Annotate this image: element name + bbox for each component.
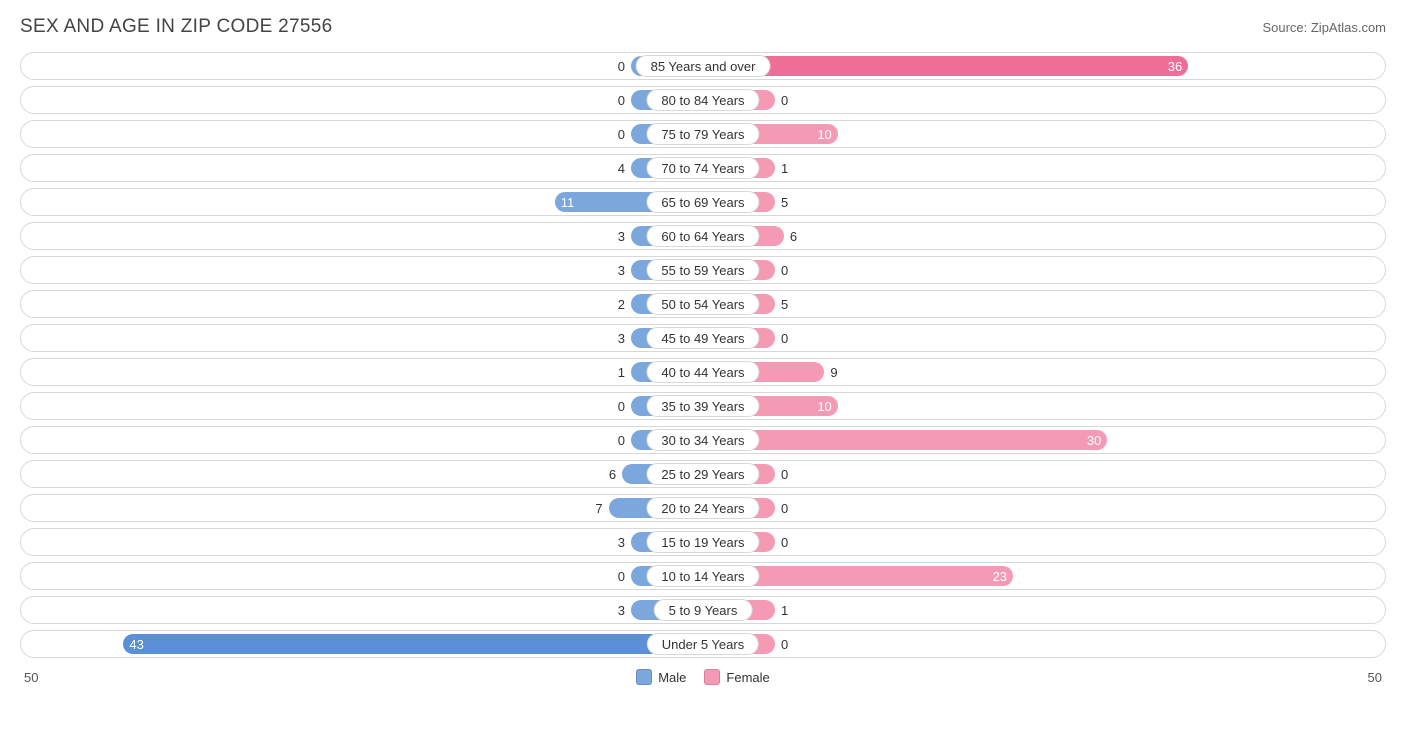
age-group-label: 85 Years and over xyxy=(636,55,771,77)
male-value: 2 xyxy=(618,297,631,312)
age-group-label: 20 to 24 Years xyxy=(646,497,759,519)
female-value: 23 xyxy=(987,569,1013,584)
female-value: 5 xyxy=(775,297,788,312)
pyramid-row: 3 0 55 to 59 Years xyxy=(20,256,1386,284)
age-group-label: 70 to 74 Years xyxy=(646,157,759,179)
female-bar: 30 xyxy=(703,430,1107,450)
age-group-label: 55 to 59 Years xyxy=(646,259,759,281)
chart-title: SEX AND AGE IN ZIP CODE 27556 xyxy=(20,16,332,38)
male-value: 6 xyxy=(609,467,622,482)
pyramid-row: 3 1 5 to 9 Years xyxy=(20,596,1386,624)
male-value: 0 xyxy=(618,93,631,108)
pyramid-row: 7 0 20 to 24 Years xyxy=(20,494,1386,522)
legend: Male Female xyxy=(636,669,770,685)
pyramid-row: 0 0 80 to 84 Years xyxy=(20,86,1386,114)
female-value: 0 xyxy=(775,263,788,278)
age-group-label: 10 to 14 Years xyxy=(646,565,759,587)
female-value: 9 xyxy=(824,365,837,380)
age-group-label: 40 to 44 Years xyxy=(646,361,759,383)
pyramid-row: 2 5 50 to 54 Years xyxy=(20,290,1386,318)
pyramid-row: 43 0 Under 5 Years xyxy=(20,630,1386,658)
female-value: 1 xyxy=(775,161,788,176)
age-group-label: 45 to 49 Years xyxy=(646,327,759,349)
male-value: 0 xyxy=(618,59,631,74)
chart-header: SEX AND AGE IN ZIP CODE 27556 Source: Zi… xyxy=(20,16,1386,38)
chart-footer: 50 Male Female 50 xyxy=(20,666,1386,688)
pyramid-row: 0 10 35 to 39 Years xyxy=(20,392,1386,420)
male-value: 3 xyxy=(618,535,631,550)
age-group-label: 65 to 69 Years xyxy=(646,191,759,213)
female-value: 30 xyxy=(1081,433,1107,448)
pyramid-row: 3 6 60 to 64 Years xyxy=(20,222,1386,250)
chart-source: Source: ZipAtlas.com xyxy=(1262,20,1386,35)
male-value: 0 xyxy=(618,127,631,142)
pyramid-row: 3 0 45 to 49 Years xyxy=(20,324,1386,352)
age-group-label: 50 to 54 Years xyxy=(646,293,759,315)
female-value: 0 xyxy=(775,331,788,346)
female-value: 0 xyxy=(775,637,788,652)
legend-item-male: Male xyxy=(636,669,686,685)
legend-swatch-male xyxy=(636,669,652,685)
male-value: 0 xyxy=(618,433,631,448)
pyramid-row: 0 23 10 to 14 Years xyxy=(20,562,1386,590)
pyramid-row: 0 10 75 to 79 Years xyxy=(20,120,1386,148)
age-group-label: 15 to 19 Years xyxy=(646,531,759,553)
axis-label-left: 50 xyxy=(24,670,38,685)
axis-label-right: 50 xyxy=(1368,670,1382,685)
male-value: 0 xyxy=(618,569,631,584)
male-bar: 43 xyxy=(123,634,703,654)
female-value: 0 xyxy=(775,93,788,108)
legend-item-female: Female xyxy=(704,669,769,685)
male-value: 43 xyxy=(123,637,149,652)
male-value: 3 xyxy=(618,229,631,244)
male-value: 0 xyxy=(618,399,631,414)
age-group-label: 75 to 79 Years xyxy=(646,123,759,145)
pyramid-row: 1 9 40 to 44 Years xyxy=(20,358,1386,386)
female-value: 0 xyxy=(775,501,788,516)
pyramid-row: 4 1 70 to 74 Years xyxy=(20,154,1386,182)
female-value: 0 xyxy=(775,467,788,482)
male-value: 11 xyxy=(555,195,581,210)
pyramid-row: 11 5 65 to 69 Years xyxy=(20,188,1386,216)
age-group-label: 5 to 9 Years xyxy=(654,599,753,621)
male-value: 3 xyxy=(618,331,631,346)
age-group-label: 25 to 29 Years xyxy=(646,463,759,485)
female-value: 10 xyxy=(811,399,837,414)
male-value: 3 xyxy=(618,263,631,278)
age-group-label: 35 to 39 Years xyxy=(646,395,759,417)
female-value: 0 xyxy=(775,535,788,550)
legend-label-female: Female xyxy=(726,670,769,685)
age-group-label: Under 5 Years xyxy=(647,633,759,655)
age-group-label: 60 to 64 Years xyxy=(646,225,759,247)
female-value: 10 xyxy=(811,127,837,142)
pyramid-row: 0 30 30 to 34 Years xyxy=(20,426,1386,454)
pyramid-rows: 03685 Years and over0080 to 84 Years0107… xyxy=(20,52,1386,658)
female-value: 1 xyxy=(775,603,788,618)
legend-label-male: Male xyxy=(658,670,686,685)
male-value: 7 xyxy=(595,501,608,516)
female-value: 5 xyxy=(775,195,788,210)
male-value: 4 xyxy=(618,161,631,176)
female-value: 6 xyxy=(784,229,797,244)
male-value: 1 xyxy=(618,365,631,380)
legend-swatch-female xyxy=(704,669,720,685)
pyramid-row: 3 0 15 to 19 Years xyxy=(20,528,1386,556)
age-group-label: 30 to 34 Years xyxy=(646,429,759,451)
pyramid-row: 6 0 25 to 29 Years xyxy=(20,460,1386,488)
male-value: 3 xyxy=(618,603,631,618)
pyramid-row: 0 36 85 Years and over xyxy=(20,52,1386,80)
female-bar: 36 xyxy=(703,56,1188,76)
female-value: 36 xyxy=(1162,59,1188,74)
age-group-label: 80 to 84 Years xyxy=(646,89,759,111)
